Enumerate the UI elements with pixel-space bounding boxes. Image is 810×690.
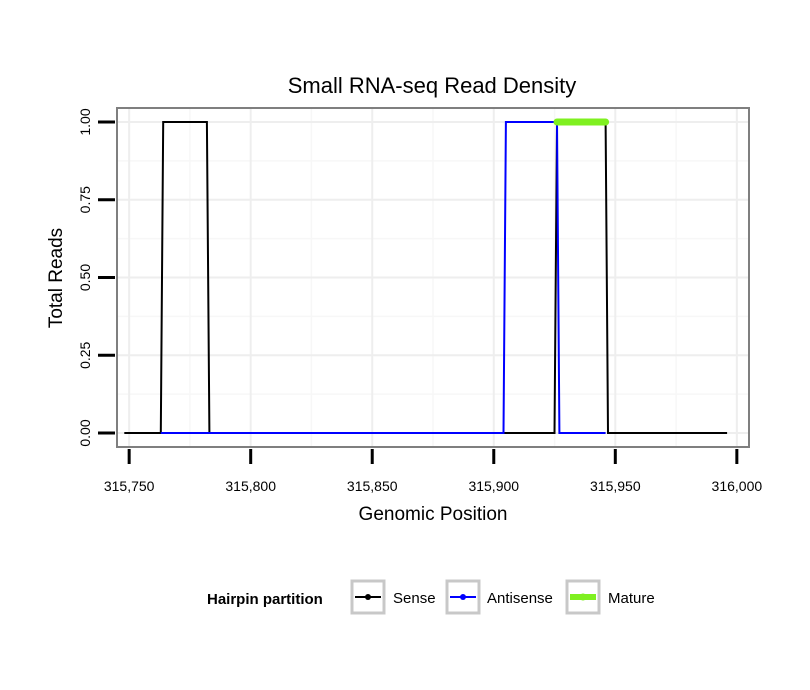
y-tick-label: 0.50 <box>77 264 93 291</box>
plot-border <box>116 107 750 448</box>
chart-title: Small RNA-seq Read Density <box>288 73 577 98</box>
legend-key-point <box>460 594 466 600</box>
legend-title: Hairpin partition <box>207 591 323 608</box>
y-tick-label: 0.25 <box>77 341 93 368</box>
x-tick-label: 315,750 <box>104 478 155 494</box>
y-tick-label: 0.00 <box>77 419 93 446</box>
series-line-antisense <box>160 121 606 434</box>
x-tick-label: 315,900 <box>468 478 519 494</box>
legend-key-point <box>579 593 587 601</box>
y-tick-label: 0.75 <box>77 186 93 213</box>
x-tick-label: 315,950 <box>590 478 641 494</box>
y-axis-title: Total Reads <box>46 228 67 328</box>
x-tick-label: 315,800 <box>225 478 276 494</box>
y-tick-label: 1.00 <box>77 108 93 135</box>
x-tick-label: 316,000 <box>712 478 763 494</box>
x-axis: 315,750 315,800 315,850 315,900 315,950 316,0… <box>104 449 763 494</box>
y-axis: 0.00 0.25 0.50 0.75 1.00 <box>77 108 115 447</box>
legend-label-sense: Sense <box>393 590 436 607</box>
x-tick-label: 315,850 <box>347 478 398 494</box>
gridlines <box>117 108 749 447</box>
legend-label-antisense: Antisense <box>487 590 553 607</box>
legend-key-point <box>365 594 371 600</box>
legend-label-mature: Mature <box>608 590 655 607</box>
legend: Hairpin partition Sense Antisense Mature <box>207 579 655 615</box>
x-axis-title: Genomic Position <box>359 504 508 525</box>
series-layer <box>124 118 728 434</box>
